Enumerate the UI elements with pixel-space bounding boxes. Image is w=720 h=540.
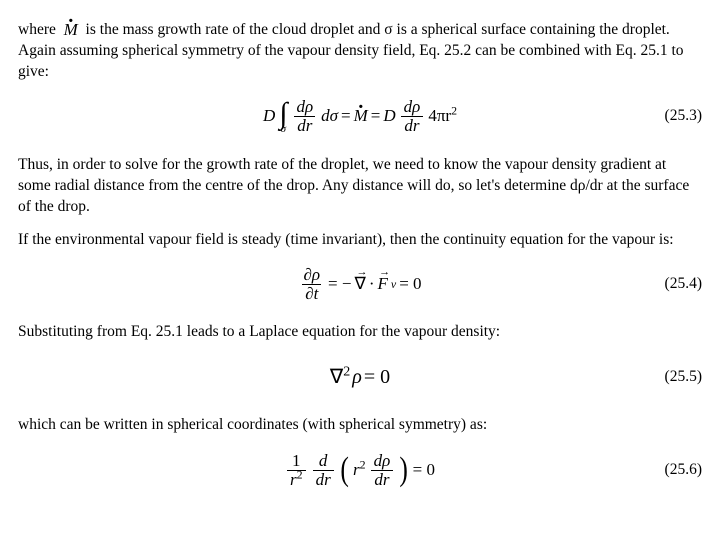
cdot: · <box>369 273 375 296</box>
paragraph-3: If the environmental vapour field is ste… <box>18 230 702 251</box>
paragraph-4: Substituting from Eq. 25.1 leads to a La… <box>18 322 702 343</box>
frac-drho-dr: dρ dr <box>293 98 316 135</box>
r2: r2 <box>353 459 366 482</box>
equation-number: (25.5) <box>665 367 702 388</box>
frac-partial: ∂ρ ∂t <box>300 266 323 303</box>
eq-zero: = 0 <box>399 273 421 296</box>
sym-D: D <box>263 105 275 128</box>
sym-D: D <box>383 105 395 128</box>
equation-number: (25.4) <box>665 274 702 295</box>
equation-number: (25.3) <box>665 106 702 127</box>
mdot: M <box>354 105 368 128</box>
nabla-vec: ∇ <box>354 273 365 296</box>
nabla2: ∇2 <box>330 364 350 391</box>
lparen: ( <box>340 458 348 482</box>
text: where <box>18 21 56 38</box>
eq-zero: = 0 <box>364 364 390 391</box>
paragraph-2: Thus, in order to solve for the growth r… <box>18 155 702 218</box>
dsigma: dσ <box>321 105 338 128</box>
eq-neg: = − <box>328 273 351 296</box>
four-pi-r2: 4πr2 <box>428 105 457 128</box>
F-vec: F <box>378 273 388 296</box>
eq-zero: = 0 <box>413 459 435 482</box>
paragraph-5: which can be written in spherical coordi… <box>18 415 702 436</box>
frac-1-r2: 1 r2 <box>287 452 306 489</box>
equals: = <box>341 105 351 128</box>
equation-25-4: ∂ρ ∂t = − ∇ · Fv = 0 (25.4) <box>18 262 702 306</box>
frac-drho-dr: dρ dr <box>371 452 394 489</box>
equation-25-6: 1 r2 d dr ( r2 dρ dr ) = 0 (25.6) <box>18 448 702 492</box>
rho: ρ <box>352 364 362 391</box>
equation-number: (25.6) <box>665 460 702 481</box>
integral: ∫ σ <box>279 100 287 134</box>
text: is the mass growth rate of the cloud dro… <box>18 21 684 80</box>
paragraph-1: where M is the mass growth rate of the c… <box>18 18 702 83</box>
rparen: ) <box>400 458 408 482</box>
equation-25-5: ∇2ρ = 0 (25.5) <box>18 355 702 399</box>
mdot-symbol: M <box>64 19 78 42</box>
equation-25-3: D ∫ σ dρ dr dσ = M = D dρ dr 4πr2 (25.3) <box>18 95 702 139</box>
frac-d-dr: d dr <box>313 452 334 489</box>
frac-drho-dr-2: dρ dr <box>401 98 424 135</box>
equals: = <box>371 105 381 128</box>
